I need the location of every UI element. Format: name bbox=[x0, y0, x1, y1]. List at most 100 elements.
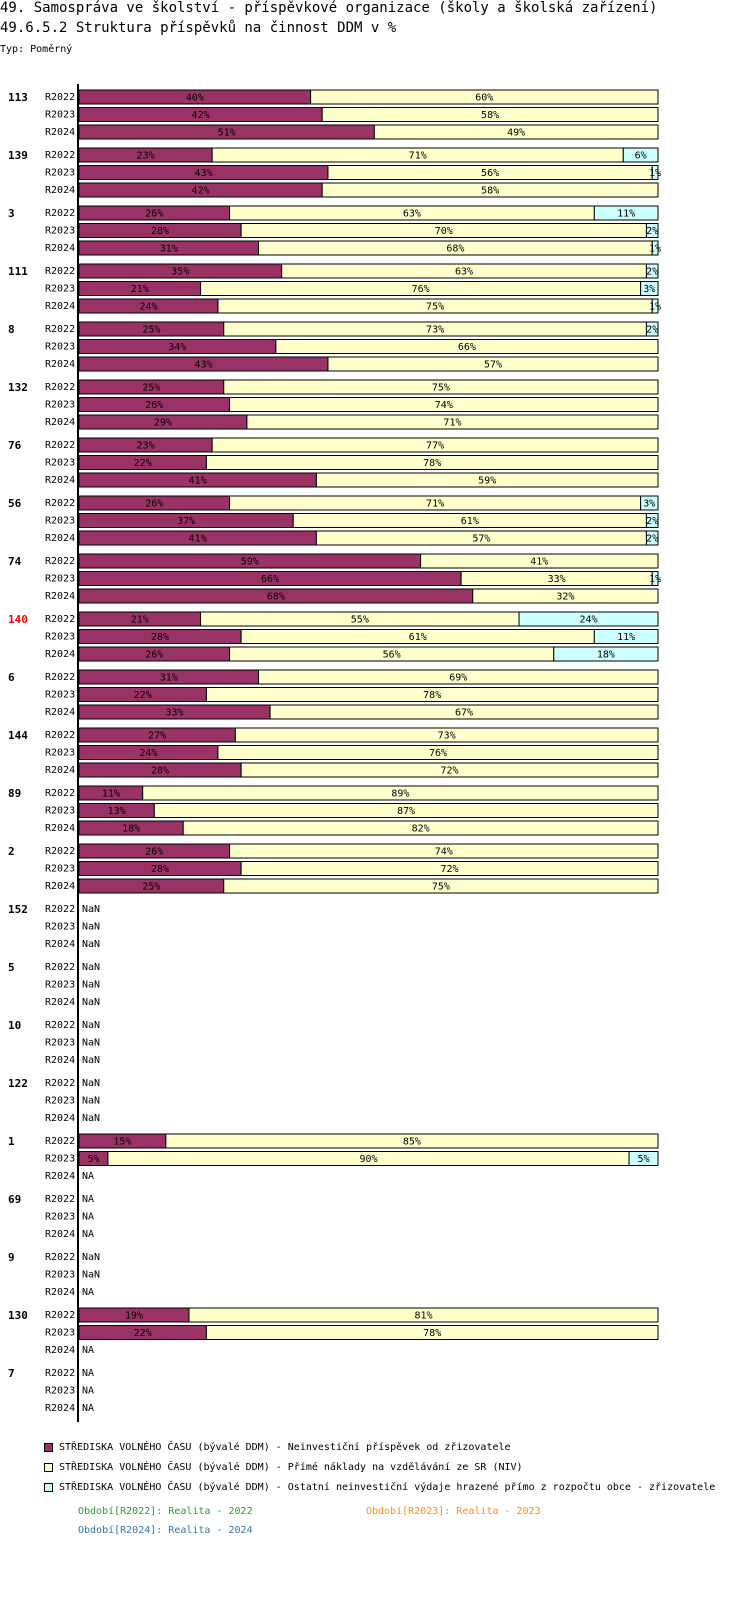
group-label: 113 bbox=[8, 91, 28, 104]
bar-value-label: 73% bbox=[438, 731, 456, 742]
bar-segment bbox=[269, 704, 659, 720]
period-label: R2023 bbox=[45, 980, 75, 991]
bar-value-label: 72% bbox=[441, 766, 459, 777]
period-label: R2023 bbox=[45, 1038, 75, 1049]
period-label: R2022 bbox=[45, 1310, 75, 1321]
group-label: 5 bbox=[8, 961, 15, 974]
bar-segment bbox=[553, 646, 659, 662]
bar-segment bbox=[165, 1133, 659, 1149]
period-label: R2024 bbox=[45, 1113, 75, 1124]
bar-value-label: 43% bbox=[194, 360, 212, 371]
period-label: R2023 bbox=[45, 574, 75, 585]
bar-value-label: 60% bbox=[475, 93, 493, 104]
period-label: R2023 bbox=[45, 748, 75, 759]
period-label: R2023 bbox=[45, 458, 75, 469]
bar-value-label: 24% bbox=[139, 302, 157, 313]
na-value-label: NaN bbox=[82, 1252, 100, 1263]
period-label: R2022 bbox=[45, 1136, 75, 1147]
bar-segment bbox=[645, 321, 659, 337]
bar-value-label: 41% bbox=[189, 534, 207, 545]
bar-value-label: 69% bbox=[449, 673, 467, 684]
period-label: R2023 bbox=[45, 1328, 75, 1339]
group-label: 132 bbox=[8, 381, 28, 394]
bar-value-label: 32% bbox=[556, 592, 574, 603]
period-label: R2023 bbox=[45, 690, 75, 701]
bar-segment bbox=[229, 843, 659, 859]
bar-segment bbox=[645, 263, 659, 279]
bar-value-label: 2% bbox=[646, 534, 658, 545]
period-label: R2023 bbox=[45, 516, 75, 527]
bar-segment bbox=[234, 727, 659, 743]
period-label: R2023 bbox=[45, 400, 75, 411]
period-label: R2024 bbox=[45, 1055, 75, 1066]
group-label: 10 bbox=[8, 1019, 21, 1032]
bar-value-label: 27% bbox=[148, 731, 166, 742]
na-value-label: NaN bbox=[82, 1270, 100, 1281]
bar-segment bbox=[645, 223, 659, 238]
na-value-label: NaN bbox=[82, 997, 100, 1008]
bar-value-label: 43% bbox=[194, 168, 212, 179]
bar-segment bbox=[246, 414, 659, 430]
bar-segment bbox=[645, 513, 659, 528]
period-label: R2023 bbox=[45, 632, 75, 643]
na-value-label: NaN bbox=[82, 1113, 100, 1124]
bar-value-label: 76% bbox=[412, 284, 430, 295]
bar-value-label: 2% bbox=[646, 325, 658, 336]
period-label: R2023 bbox=[45, 1096, 75, 1107]
bar-value-label: 66% bbox=[261, 574, 279, 585]
period-label: R2022 bbox=[45, 266, 75, 277]
bar-segment bbox=[240, 861, 659, 876]
na-value-label: NaN bbox=[82, 1096, 100, 1107]
bar-value-label: 26% bbox=[145, 650, 163, 661]
group-label: 140 bbox=[8, 613, 28, 626]
bar-segment bbox=[188, 1307, 659, 1323]
na-value-label: NA bbox=[82, 1287, 94, 1298]
bar-value-label: 74% bbox=[435, 847, 453, 858]
bar-segment bbox=[640, 495, 659, 511]
group-label: 76 bbox=[8, 439, 22, 452]
group-label: 152 bbox=[8, 903, 28, 916]
group-label: 69 bbox=[8, 1193, 21, 1206]
na-value-label: NA bbox=[82, 1403, 94, 1414]
na-value-label: NA bbox=[82, 1229, 94, 1240]
na-value-label: NA bbox=[82, 1386, 94, 1397]
bar-value-label: 78% bbox=[423, 1328, 441, 1339]
bar-value-label: 42% bbox=[192, 110, 210, 121]
period-label: R2024 bbox=[45, 649, 75, 660]
page-title: 49. Samospráva ve školství - příspěvkové… bbox=[0, 0, 658, 16]
bar-value-label: 28% bbox=[151, 766, 169, 777]
na-value-label: NaN bbox=[82, 1038, 100, 1049]
period-r2022: Období[R2022]: Realita - 2022 bbox=[78, 1506, 253, 1517]
bar-value-label: 77% bbox=[426, 441, 444, 452]
bar-value-label: 72% bbox=[441, 864, 459, 875]
bar-value-label: 18% bbox=[122, 824, 140, 835]
bar-value-label: 21% bbox=[131, 615, 149, 626]
bar-value-label: 33% bbox=[166, 708, 184, 719]
bar-segment bbox=[593, 205, 659, 221]
bar-value-label: 61% bbox=[409, 632, 427, 643]
bar-value-label: 63% bbox=[403, 209, 421, 220]
bar-value-label: 85% bbox=[403, 1137, 421, 1148]
period-label: R2023 bbox=[45, 284, 75, 295]
bar-value-label: 21% bbox=[131, 284, 149, 295]
period-label: R2024 bbox=[45, 823, 75, 834]
bar-value-label: 1% bbox=[649, 574, 661, 585]
bar-segment bbox=[628, 1151, 659, 1166]
bar-value-label: 76% bbox=[429, 748, 447, 759]
period-label: R2022 bbox=[45, 846, 75, 857]
bar-segment bbox=[205, 687, 659, 702]
period-label: R2022 bbox=[45, 1020, 75, 1031]
bar-value-label: 22% bbox=[134, 690, 152, 701]
period-label: R2024 bbox=[45, 533, 75, 544]
period-label: R2022 bbox=[45, 150, 75, 161]
bar-value-label: 66% bbox=[458, 342, 476, 353]
bar-value-label: 22% bbox=[134, 458, 152, 469]
period-label: R2022 bbox=[45, 208, 75, 219]
legend-label-neinvesticni: STŘEDISKA VOLNÉHO ČASU (bývalé DDM) - Ne… bbox=[59, 1442, 511, 1453]
period-r2024: Období[R2024]: Realita - 2024 bbox=[78, 1525, 253, 1536]
period-label: R2024 bbox=[45, 1403, 75, 1414]
period-label: R2022 bbox=[45, 324, 75, 335]
bar-segment bbox=[275, 339, 659, 354]
na-value-label: NA bbox=[82, 1368, 94, 1379]
bar-value-label: 6% bbox=[635, 151, 647, 162]
